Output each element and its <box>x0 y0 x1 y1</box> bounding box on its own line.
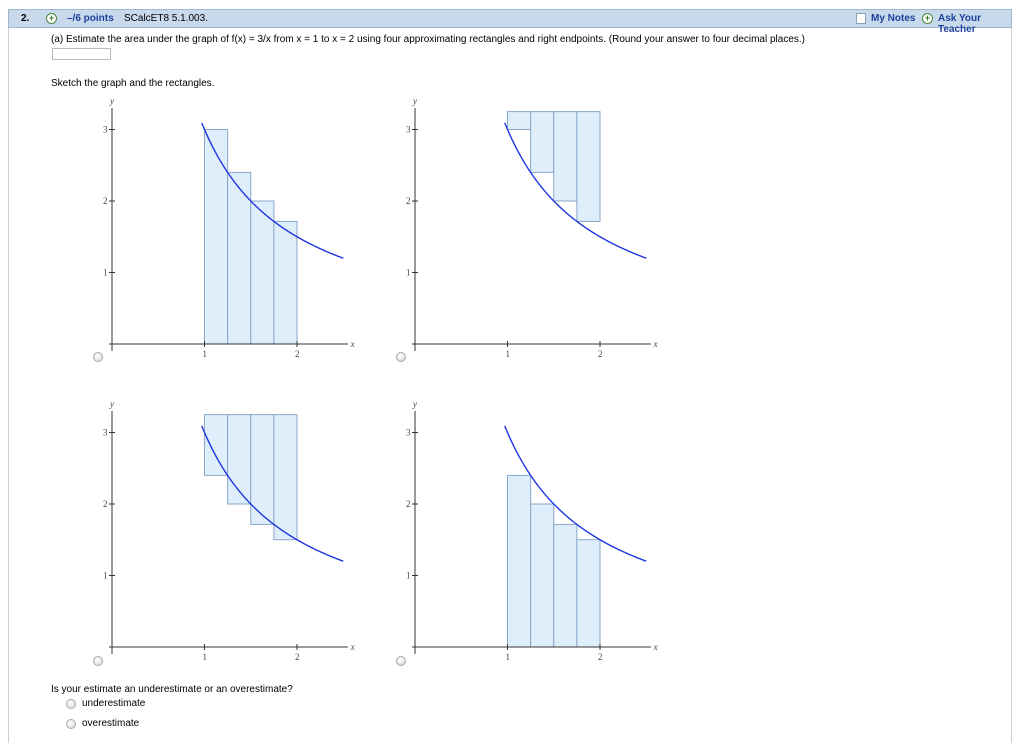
ask-teacher-link[interactable]: Ask Your Teacher <box>938 13 981 35</box>
points-label: –/6 points <box>67 13 114 24</box>
graph-4-xtick-label-2: 2 <box>598 652 603 662</box>
problem-code: SCalcET8 5.1.003. <box>124 13 208 24</box>
expand-plus-icon[interactable]: + <box>46 13 57 24</box>
estimate-question: Is your estimate an underestimate or an … <box>51 684 293 695</box>
graph-4-ytick-label-2: 2 <box>406 499 411 509</box>
graph-4-rectangle-4 <box>576 539 601 648</box>
graph-3-curve <box>201 425 344 562</box>
graph-2-ytick-label-3: 3 <box>406 125 411 135</box>
graph-3-xtick-label-2: 2 <box>295 652 300 662</box>
graph-option-4-radio[interactable] <box>396 656 406 666</box>
graph-1-ytick-label-3: 3 <box>103 125 108 135</box>
question-body <box>8 28 1012 743</box>
graph-option-2-radio[interactable] <box>396 352 406 362</box>
graph-3-rectangle-1 <box>204 414 229 476</box>
graph-4-rectangle-2 <box>530 503 555 648</box>
graph-2-ytick-label-2: 2 <box>406 196 411 206</box>
graph-4-curve <box>504 425 647 562</box>
graph-1-ytick-label-1: 1 <box>103 268 108 278</box>
graph-2-rectangle-3 <box>553 111 578 202</box>
graph-4-rectangle-3 <box>553 523 578 648</box>
graph-1-rectangle-3 <box>250 200 275 345</box>
graph-1-ytick-label-2: 2 <box>103 196 108 206</box>
graph-1-rectangle-4 <box>273 220 298 345</box>
graph-2-ytick-label-1: 1 <box>406 268 411 278</box>
graph-1-xtick-label-2: 2 <box>295 349 300 359</box>
question-header: 2. + –/6 points SCalcET8 5.1.003. My Not… <box>8 9 1012 35</box>
graph-2-rectangle-4 <box>576 111 601 222</box>
graph-option-1-radio[interactable] <box>93 352 103 362</box>
graph-1-xtick-label-1: 1 <box>203 349 208 359</box>
graph-4-ytick-label-3: 3 <box>406 428 411 438</box>
graph-1-curve <box>201 122 344 259</box>
graph-3-rectangle-4 <box>273 414 298 541</box>
graph-4-ytick-label-1: 1 <box>406 571 411 581</box>
area-answer-input[interactable] <box>52 48 111 60</box>
sketch-prompt: Sketch the graph and the rectangles. <box>51 78 215 89</box>
graph-4-y-label: y <box>412 399 417 409</box>
graph-3-xtick-label-1: 1 <box>203 652 208 662</box>
graph-4-xtick-label-1: 1 <box>506 652 511 662</box>
question-number: 2. <box>21 13 30 24</box>
graph-4-x-label: x <box>653 642 658 652</box>
graph-2-xtick-label-2: 2 <box>598 349 603 359</box>
graph-2-x-label: x <box>653 339 658 349</box>
graph-3-ytick-label-1: 1 <box>103 571 108 581</box>
graph-option-3-radio[interactable] <box>93 656 103 666</box>
overestimate-label[interactable]: overestimate <box>82 718 140 729</box>
ask-teacher-plus-icon[interactable]: + <box>922 13 933 24</box>
my-notes-link[interactable]: My Notes <box>871 13 916 24</box>
notes-icon[interactable] <box>856 13 866 24</box>
graph-2-xtick-label-1: 1 <box>506 349 511 359</box>
graph-3-y-label: y <box>109 399 114 409</box>
graph-1-x-label: x <box>350 339 355 349</box>
graph-3-ytick-label-2: 2 <box>103 499 108 509</box>
underestimate-label[interactable]: underestimate <box>82 698 146 709</box>
graph-2-y-label: y <box>412 96 417 106</box>
graph-1-rectangle-1 <box>204 129 229 345</box>
underestimate-radio[interactable] <box>66 699 76 709</box>
graph-3-ytick-label-3: 3 <box>103 428 108 438</box>
graph-2-rectangle-2 <box>530 111 555 173</box>
graph-4-rectangle-1 <box>507 474 532 648</box>
graph-3-x-label: x <box>350 642 355 652</box>
overestimate-radio[interactable] <box>66 719 76 729</box>
graph-2-rectangle-1 <box>507 111 532 130</box>
graph-1-y-label: y <box>109 96 114 106</box>
part-a-question: (a) Estimate the area under the graph of… <box>51 34 806 45</box>
graph-2-curve <box>504 122 647 259</box>
